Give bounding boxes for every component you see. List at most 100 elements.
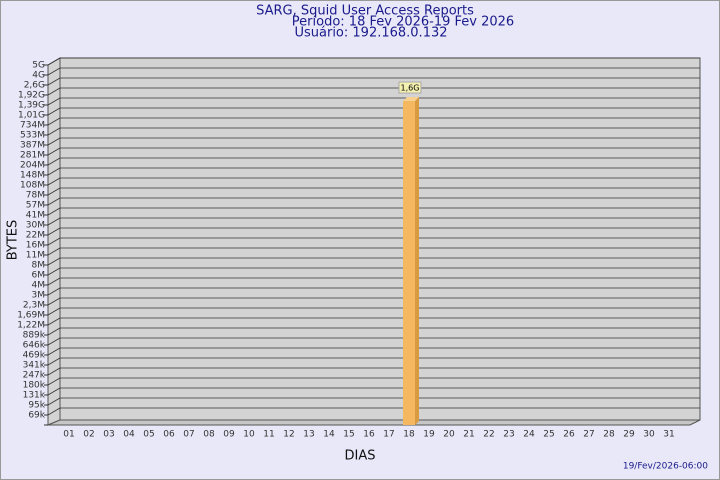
data-label-box <box>398 81 422 94</box>
x-tick-label: 26 <box>563 430 575 440</box>
x-tick-label: 31 <box>663 430 674 440</box>
y-tick-label: 247k <box>23 371 46 381</box>
y-tick-label: 11M <box>26 251 45 261</box>
y-tick-label: 2,3M <box>23 301 45 311</box>
y-tick-label: 1,92G <box>18 91 45 101</box>
grid-line <box>47 347 61 356</box>
y-tick-label: 204M <box>20 161 45 171</box>
y-tick-label: 1,22M <box>17 321 45 331</box>
grid-line <box>47 57 61 66</box>
x-tick-label: 05 <box>143 430 154 440</box>
y-tick-label: 341k <box>23 361 46 371</box>
grid-line <box>47 297 61 306</box>
grid-line <box>47 167 61 176</box>
footer: 19/Fev/2026-06:00 <box>623 462 708 472</box>
x-tick-label: 04 <box>123 430 135 440</box>
grid-line <box>47 257 61 266</box>
grid-line <box>47 287 61 296</box>
y-tick-label: 69k <box>28 411 45 421</box>
y-tick-label: 78M <box>26 191 45 201</box>
y-tick-label: 646k <box>23 341 46 351</box>
chart-subtitle: Usuário: 192.168.0.132 <box>294 26 447 41</box>
grid-line <box>47 77 61 86</box>
y-tick-label: 469k <box>23 351 46 361</box>
y-tick-label: 4G <box>32 71 45 81</box>
data-label: 1,6G <box>401 84 420 93</box>
grid-line <box>47 387 61 396</box>
x-tick-label: 01 <box>63 430 74 440</box>
grid-line <box>47 407 61 416</box>
y-tick-label: 734M <box>20 121 45 131</box>
y-tick-label: 889k <box>23 331 46 341</box>
grid-line <box>47 107 61 116</box>
x-tick-label: 20 <box>443 430 455 440</box>
chart-subtitle: Período: 18 Fev 2026-19 Fev 2026 <box>292 15 514 30</box>
grid-line <box>47 377 61 386</box>
y-tick-label: 148M <box>20 171 45 181</box>
grid-line <box>47 367 61 376</box>
grid-line <box>47 227 61 236</box>
x-tick-label: 21 <box>463 430 474 440</box>
y-tick-label: 22M <box>26 231 45 241</box>
grid-line <box>47 157 61 166</box>
grid-line <box>47 197 61 206</box>
x-tick-label: 02 <box>83 430 94 440</box>
x-axis-label: DIAS <box>345 449 376 464</box>
y-tick-label: 108M <box>20 181 45 191</box>
x-tick-label: 17 <box>383 430 394 440</box>
grid-line <box>47 397 61 406</box>
grid-line <box>47 187 61 196</box>
grid-line <box>47 137 61 146</box>
y-tick-label: 387M <box>20 141 45 151</box>
y-tick-label: 5G <box>32 61 45 71</box>
y-tick-label: 16M <box>26 241 45 251</box>
y-tick-label: 1,01G <box>18 111 45 121</box>
grid-line <box>47 147 61 156</box>
x-tick-label: 22 <box>483 430 494 440</box>
grid-line <box>47 247 61 256</box>
y-tick-label: 41M <box>26 211 45 221</box>
grid-line <box>47 327 61 336</box>
grid-line <box>47 127 61 136</box>
grid-line <box>47 177 61 186</box>
x-tick-label: 15 <box>343 430 354 440</box>
x-tick-label: 25 <box>543 430 554 440</box>
x-tick-label: 29 <box>623 430 635 440</box>
grid-line <box>47 237 61 246</box>
grid-line <box>47 207 61 216</box>
grid-line <box>47 277 61 286</box>
y-tick-label: 8M <box>32 261 46 271</box>
y-tick-label: 2,6G <box>24 81 45 91</box>
x-tick-label: 16 <box>363 430 375 440</box>
grid-line <box>47 87 61 96</box>
plot-floor <box>47 419 701 426</box>
x-tick-label: 03 <box>103 430 114 440</box>
y-tick-label: 180k <box>23 381 46 391</box>
grid-line <box>47 337 61 346</box>
grid-line <box>47 67 61 76</box>
bar <box>403 101 415 426</box>
x-tick-label: 07 <box>183 430 194 440</box>
x-tick-label: 12 <box>283 430 294 440</box>
bar-top <box>403 97 419 102</box>
y-tick-label: 30M <box>26 221 45 231</box>
x-tick-label: 27 <box>583 430 594 440</box>
bar-side <box>415 97 419 426</box>
x-tick-label: 09 <box>223 430 235 440</box>
grid-line <box>47 217 61 226</box>
y-tick-label: 6M <box>32 271 46 281</box>
x-tick-label: 30 <box>643 430 655 440</box>
y-axis-label: BYTES <box>6 220 21 261</box>
grid-line <box>47 267 61 276</box>
grid-line <box>47 117 61 126</box>
x-tick-label: 10 <box>243 430 255 440</box>
y-tick-label: 4M <box>32 281 46 291</box>
x-tick-label: 18 <box>403 430 415 440</box>
y-tick-label: 131k <box>23 391 46 401</box>
grid-line <box>47 307 61 316</box>
plot-back <box>59 57 701 421</box>
x-tick-label: 14 <box>323 430 335 440</box>
y-tick-label: 57M <box>26 201 45 211</box>
